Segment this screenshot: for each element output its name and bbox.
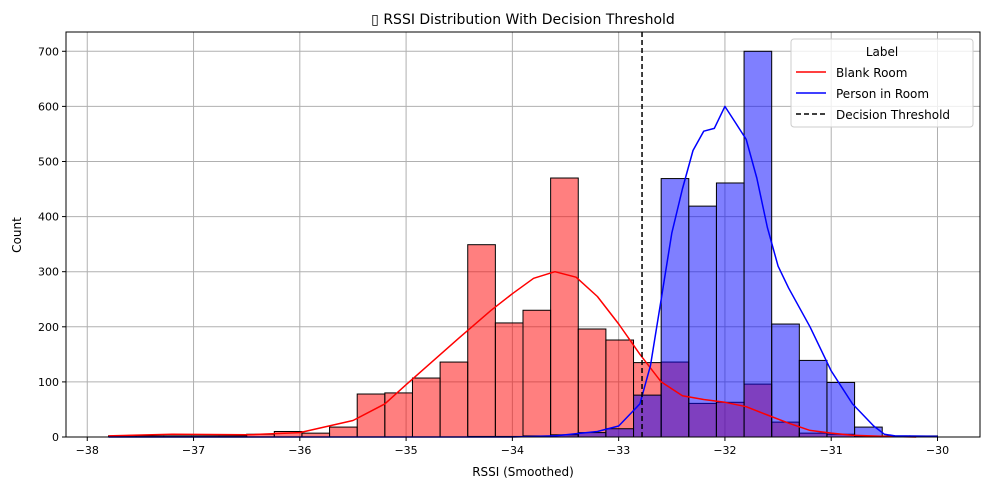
histogram-bar — [633, 394, 662, 438]
histogram-bar — [798, 359, 828, 438]
y-tick-label: 100 — [38, 376, 59, 389]
histogram-bar — [494, 322, 524, 438]
legend-label-person-in-room: Person in Room — [836, 87, 929, 101]
chart-title: ▯ RSSI Distribution With Decision Thresh… — [371, 12, 675, 28]
x-tick-label: −31 — [820, 444, 843, 457]
bars-person-in-room — [467, 50, 938, 438]
kde-line-person-in-room — [108, 105, 938, 438]
y-tick-label: 700 — [38, 45, 59, 58]
legend-title: Label — [866, 45, 898, 59]
histogram-bar — [439, 361, 469, 438]
x-tick-label: −30 — [926, 444, 949, 457]
histogram-bar — [605, 339, 635, 438]
y-axis-label: Count — [10, 217, 24, 253]
histogram-bar — [522, 309, 552, 438]
legend-label-blank-room: Blank Room — [836, 66, 907, 80]
histogram-bar — [688, 205, 717, 438]
axis-ticks: −38 −37 −36 −35 −34 −33 −32 −31 −30 0 100 200 300 400… — [38, 45, 949, 457]
x-axis-label: RSSI (Smoothed) — [472, 465, 574, 479]
x-tick-label: −38 — [76, 444, 99, 457]
x-tick-label: −34 — [501, 444, 524, 457]
histogram-bar — [577, 328, 607, 438]
y-tick-label: 600 — [38, 100, 59, 113]
x-tick-label: −35 — [394, 444, 417, 457]
kde-curves — [108, 105, 938, 438]
histogram-bar — [715, 182, 745, 438]
histogram-bar — [329, 426, 358, 438]
y-tick-label: 200 — [38, 321, 59, 334]
histogram-bar — [771, 323, 800, 438]
histogram-bar — [467, 244, 496, 438]
x-tick-label: −32 — [713, 444, 736, 457]
x-tick-label: −33 — [607, 444, 630, 457]
x-tick-label: −36 — [288, 444, 311, 457]
y-tick-label: 0 — [52, 431, 59, 444]
y-tick-label: 300 — [38, 266, 59, 279]
y-tick-label: 400 — [38, 211, 59, 224]
histogram-bar — [605, 428, 635, 438]
histogram-bar — [743, 50, 773, 438]
legend-label-decision-threshold: Decision Threshold — [836, 108, 950, 122]
y-tick-label: 500 — [38, 155, 59, 168]
kde-line-blank-room — [108, 270, 917, 438]
plot-frame — [65, 31, 981, 438]
legend-box — [790, 38, 974, 128]
histogram-bar — [826, 381, 856, 438]
legend: Label Blank Room Person in Room Decision… — [790, 38, 974, 128]
histogram-bar — [411, 377, 441, 438]
x-tick-label: −37 — [182, 444, 205, 457]
histogram-bar — [550, 177, 579, 438]
